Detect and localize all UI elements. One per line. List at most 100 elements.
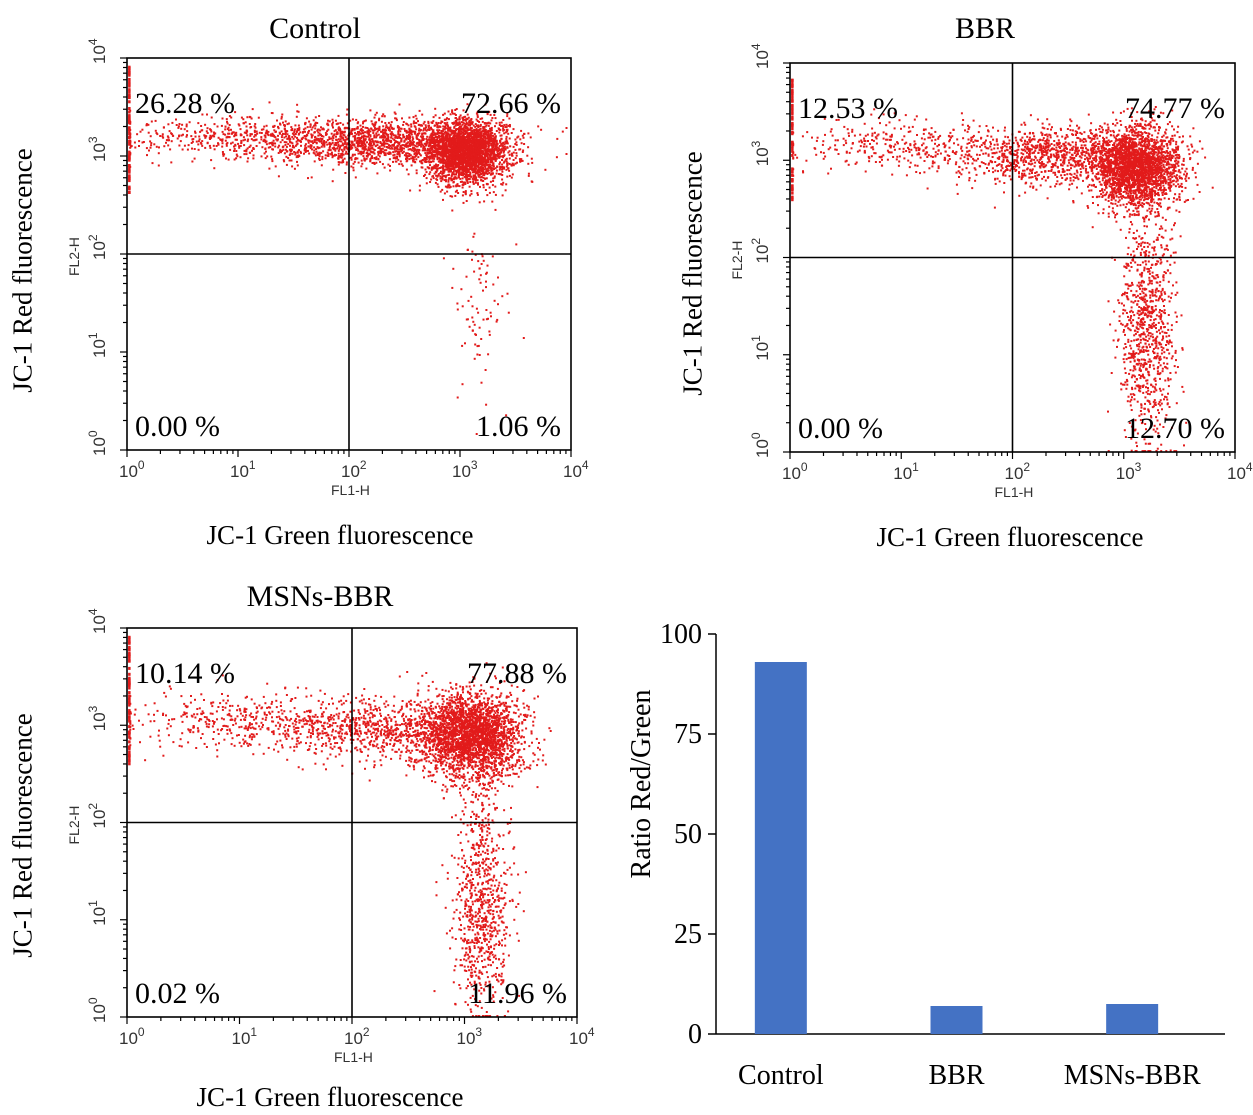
event-point xyxy=(334,119,337,122)
event-point xyxy=(423,127,425,130)
event-point xyxy=(478,148,481,151)
event-point xyxy=(271,148,274,151)
event-point xyxy=(128,150,131,154)
event-point xyxy=(492,162,495,165)
event-point xyxy=(482,132,485,135)
event-point xyxy=(489,113,492,116)
event-point xyxy=(521,134,524,137)
event-point xyxy=(381,147,384,150)
event-point xyxy=(487,153,490,156)
event-point xyxy=(449,140,451,143)
event-point xyxy=(407,141,410,144)
event-point xyxy=(252,154,255,157)
event-point xyxy=(280,117,283,120)
event-point xyxy=(487,353,490,356)
event-point xyxy=(235,138,238,141)
event-point xyxy=(192,138,195,140)
event-point xyxy=(471,137,474,140)
event-point xyxy=(501,183,504,186)
event-point xyxy=(408,116,411,119)
event-point xyxy=(505,135,508,138)
event-point xyxy=(464,152,467,155)
event-point xyxy=(473,138,476,141)
event-point xyxy=(281,146,284,149)
event-point xyxy=(291,142,294,145)
event-point xyxy=(226,122,229,125)
event-point xyxy=(485,141,488,144)
event-point xyxy=(473,232,476,235)
event-point xyxy=(527,146,530,149)
event-point xyxy=(475,137,478,139)
event-point xyxy=(432,146,435,149)
event-point xyxy=(467,299,470,302)
event-point xyxy=(448,160,451,163)
event-point xyxy=(515,141,518,144)
event-point xyxy=(454,190,457,193)
event-point xyxy=(463,167,466,170)
event-point xyxy=(438,157,441,160)
event-point xyxy=(205,135,208,138)
event-point xyxy=(433,136,436,139)
event-point xyxy=(439,141,442,144)
event-point xyxy=(239,145,242,147)
event-point xyxy=(290,150,293,152)
event-point xyxy=(473,163,476,166)
event-point xyxy=(280,130,283,133)
event-point xyxy=(555,156,558,159)
event-point xyxy=(471,164,474,167)
event-point xyxy=(464,145,467,148)
event-point xyxy=(456,124,459,126)
event-point xyxy=(328,136,331,139)
event-point xyxy=(404,143,407,146)
event-point xyxy=(430,145,433,148)
event-point xyxy=(464,131,467,134)
event-point xyxy=(459,173,462,176)
event-point xyxy=(486,140,489,143)
event-point xyxy=(357,152,360,155)
event-point xyxy=(239,156,242,159)
event-point xyxy=(471,154,474,157)
event-point xyxy=(393,139,396,141)
event-point xyxy=(208,137,211,140)
event-point xyxy=(469,148,472,151)
event-point xyxy=(332,121,334,124)
event-point xyxy=(475,333,477,336)
event-point xyxy=(456,137,459,139)
event-point xyxy=(479,169,482,172)
event-point xyxy=(472,180,475,183)
event-point xyxy=(398,163,401,166)
event-point xyxy=(1156,208,1159,210)
event-point xyxy=(477,153,480,156)
event-point xyxy=(1109,183,1112,185)
event-point xyxy=(399,160,402,163)
event-point xyxy=(492,156,495,159)
event-point xyxy=(279,148,282,151)
event-point xyxy=(458,121,461,124)
event-point xyxy=(373,161,375,164)
event-point xyxy=(487,139,490,141)
event-point xyxy=(287,157,290,159)
event-point xyxy=(503,145,506,148)
event-point xyxy=(1107,154,1110,157)
event-point xyxy=(423,120,426,123)
y-channel-label: FL2-H xyxy=(66,237,82,276)
event-point xyxy=(285,145,288,148)
event-point xyxy=(226,120,228,123)
event-point xyxy=(383,166,386,169)
event-point xyxy=(362,120,365,123)
event-point xyxy=(446,164,449,167)
event-point xyxy=(395,117,398,120)
event-point xyxy=(332,154,334,157)
event-point xyxy=(494,185,497,188)
event-point xyxy=(320,145,323,148)
event-point xyxy=(445,174,448,177)
event-point xyxy=(338,161,341,164)
event-point xyxy=(360,137,363,139)
event-point xyxy=(264,132,267,135)
event-point xyxy=(501,170,504,173)
event-point xyxy=(494,155,497,158)
event-point xyxy=(411,139,414,142)
event-point xyxy=(246,116,249,119)
event-point xyxy=(364,145,367,148)
event-point xyxy=(501,149,504,152)
